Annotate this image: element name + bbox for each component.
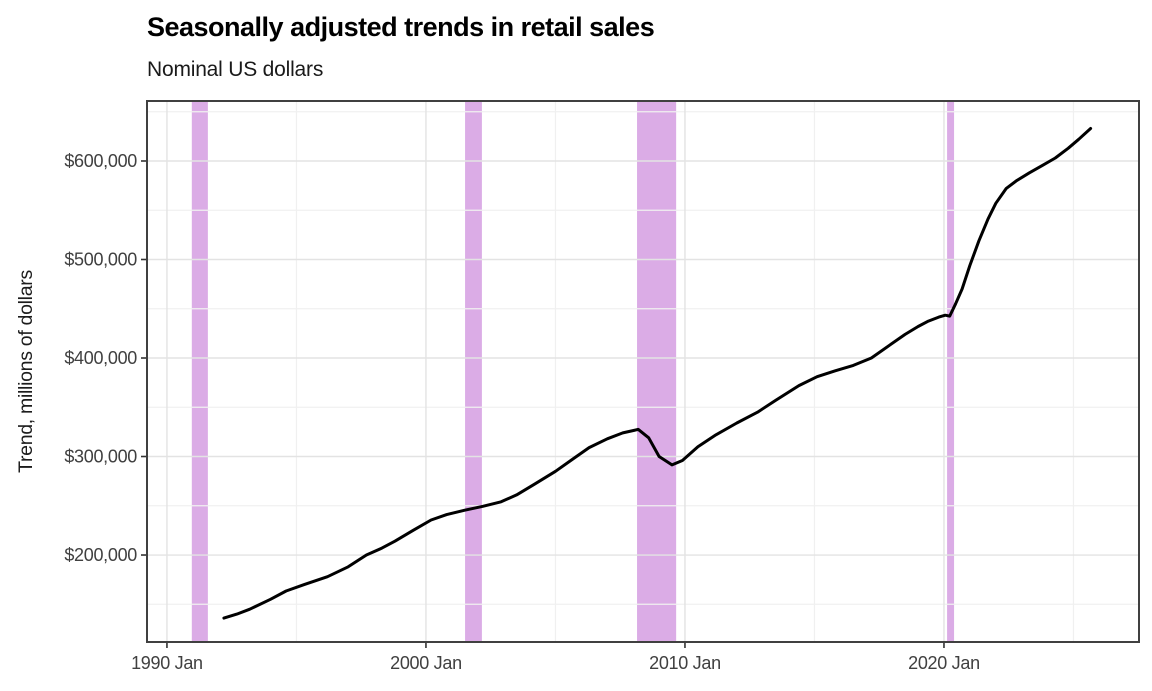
recession-2020-band bbox=[947, 101, 955, 642]
chart-title: Seasonally adjusted trends in retail sal… bbox=[147, 12, 655, 42]
retail-sales-trend-line bbox=[222, 127, 1093, 620]
x-axis-tick-label: 2020 Jan bbox=[908, 653, 980, 673]
y-axis-title: Trend, millions of dollars bbox=[15, 270, 37, 473]
panel-border bbox=[146, 100, 1140, 643]
recession-2001-band bbox=[465, 101, 482, 642]
y-axis-tick-label: $600,000 bbox=[64, 151, 137, 171]
x-axis-tick-label: 1990 Jan bbox=[131, 653, 203, 673]
x-axis-tick-label: 2000 Jan bbox=[390, 653, 462, 673]
chart-subtitle: Nominal US dollars bbox=[147, 58, 324, 81]
recession-2008-09-band bbox=[637, 101, 677, 642]
y-axis-tick-label: $200,000 bbox=[64, 545, 137, 565]
recession-1990-91-band bbox=[191, 101, 208, 642]
y-axis-tick-label: $500,000 bbox=[64, 249, 137, 269]
y-axis-tick-label: $300,000 bbox=[64, 447, 137, 467]
y-axis-tick-label: $400,000 bbox=[64, 348, 137, 368]
x-axis-tick-label: 2010 Jan bbox=[649, 653, 721, 673]
